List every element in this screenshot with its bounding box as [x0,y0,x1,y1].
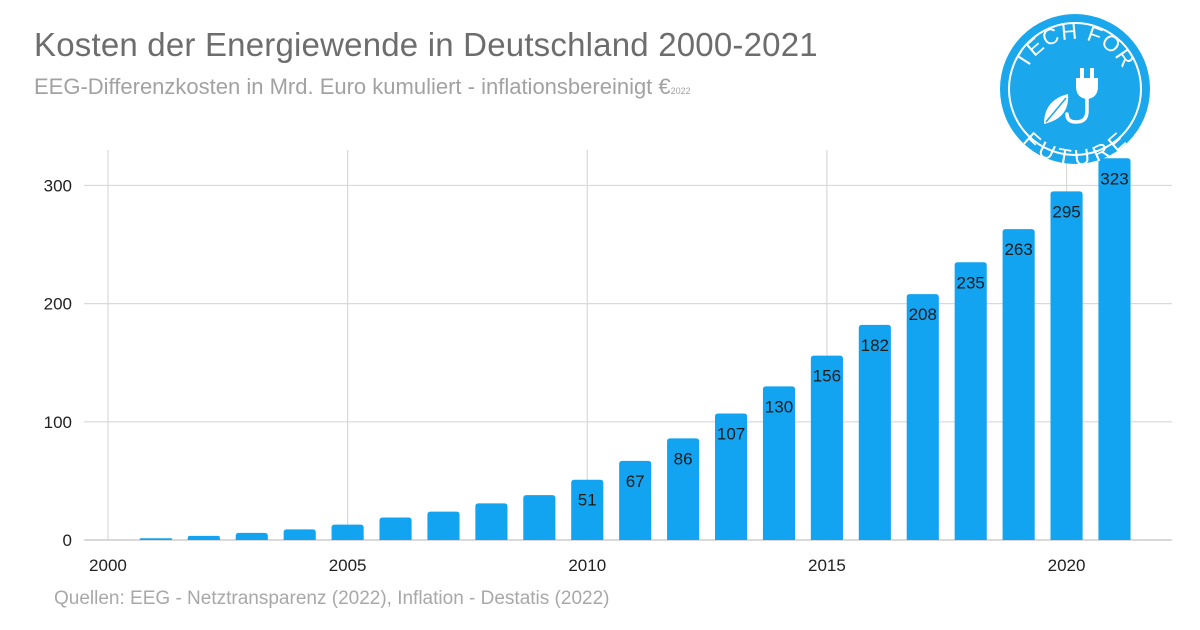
bar-2015 [810,355,843,540]
bar-2011 [619,460,652,540]
x-tick-label: 2005 [329,556,367,575]
bar-2009 [523,495,556,540]
bar-2004 [283,529,316,540]
bar-2019 [1002,229,1035,540]
data-label-2019: 263 [1004,240,1032,259]
x-tick-label: 2020 [1048,556,1086,575]
data-label-2016: 182 [861,336,889,355]
source-note: Quellen: EEG - Netztransparenz (2022), I… [54,588,610,609]
tick-labels: 0 100 200 300 2000 2005 2010 2015 2020 [44,176,1086,575]
data-label-2010: 51 [578,491,597,510]
bar-2010 [571,479,604,540]
data-label-2012: 86 [674,449,693,468]
bar-2001 [139,538,172,540]
bar-2013 [714,413,748,540]
logo-text-bottom: FUTURE [1019,127,1132,164]
bar-2020 [1050,191,1083,540]
bar-2003 [235,532,268,540]
data-label-2021: 323 [1100,169,1128,188]
x-tick-label: 2015 [808,556,846,575]
bar-2014 [762,386,796,540]
chart-title: Kosten der Energiewende in Deutschland 2… [34,26,818,63]
data-label-2020: 295 [1052,202,1080,221]
data-label-2013: 107 [717,425,745,444]
y-tick-label: 100 [44,413,72,432]
grid-lines [84,150,1172,541]
y-tick-label: 300 [44,176,72,195]
tech-for-future-logo: TECH FOR FUTURE [1000,14,1150,164]
x-tick-label: 2010 [568,556,606,575]
data-label-2011: 67 [626,472,645,491]
bar-2002 [187,535,220,540]
bar-2017 [906,294,939,540]
bar-2016 [858,324,891,540]
bar-2006 [379,517,412,540]
y-tick-label: 200 [44,295,72,314]
bar-2018 [954,262,987,540]
bar-2007 [427,511,460,540]
data-label-2015: 156 [813,367,841,386]
bar-2012 [667,438,700,540]
chart-subtitle: EEG-Differenzkosten in Mrd. Euro kumulie… [34,74,691,100]
chart-subtitle-text: EEG-Differenzkosten in Mrd. Euro kumulie… [34,74,671,99]
plug-leaf-icon: TECH FOR FUTURE [1008,19,1142,164]
bar-2005 [331,524,364,540]
bar-2021 [1098,158,1131,541]
logo-text-top: TECH FOR [1010,19,1141,73]
bar-2008 [475,503,508,540]
x-tick-label: 2000 [89,556,127,575]
data-label-2014: 130 [765,397,793,416]
bars [139,158,1131,541]
data-labels: 51 67 86 107 130 156 182 208 235 263 295 323 [578,169,1129,509]
data-label-2018: 235 [957,273,985,292]
chart-subtitle-suffix: 2022 [670,86,691,96]
y-tick-label: 0 [63,531,72,550]
data-label-2017: 208 [909,305,937,324]
